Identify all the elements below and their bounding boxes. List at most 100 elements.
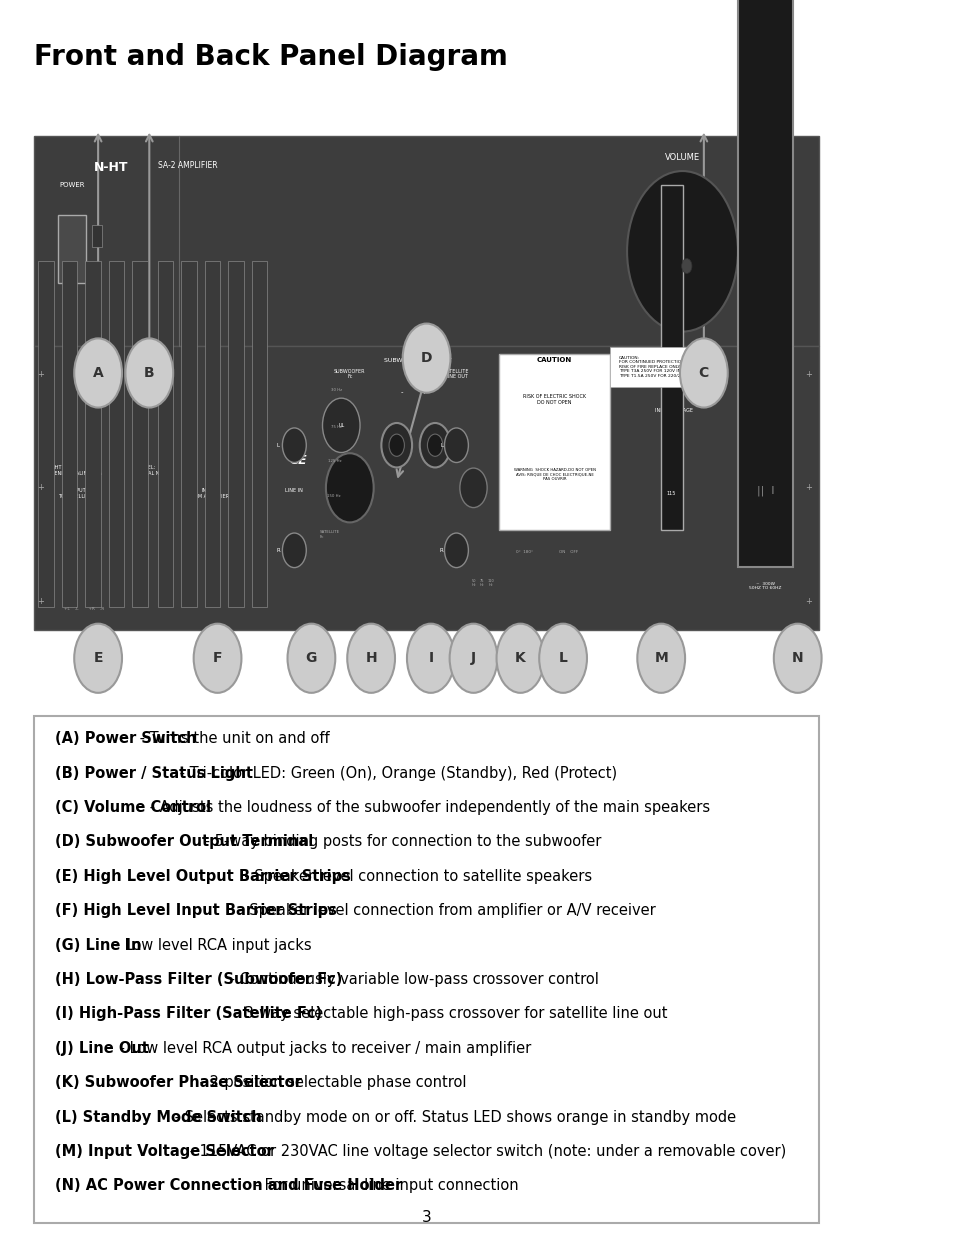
Circle shape	[444, 429, 468, 463]
Text: (B) Power / Status Light: (B) Power / Status Light	[55, 766, 253, 781]
Text: (F) High Level Input Barrier Strips: (F) High Level Input Barrier Strips	[55, 903, 337, 918]
Circle shape	[407, 624, 455, 693]
FancyBboxPatch shape	[34, 716, 819, 1223]
Text: (H) Low-Pass Filter (Subwoofer Fc): (H) Low-Pass Filter (Subwoofer Fc)	[55, 972, 342, 987]
FancyBboxPatch shape	[109, 262, 124, 608]
Text: N-HT: N-HT	[93, 161, 128, 174]
Text: (C) Volume Control - Adjusts the loudness of the subwoofer independently of the : (C) Volume Control - Adjusts the loudnes…	[55, 800, 759, 815]
Text: +: +	[37, 369, 45, 379]
FancyBboxPatch shape	[34, 136, 819, 346]
Circle shape	[419, 424, 450, 468]
Text: (J) Line Out: (J) Line Out	[55, 1041, 150, 1056]
Text: B: B	[144, 366, 154, 380]
Text: 110
Hz: 110 Hz	[487, 579, 494, 588]
Text: +: +	[804, 369, 811, 379]
FancyBboxPatch shape	[205, 262, 220, 608]
Text: (D) Subwoofer Output Terminal - 5-way binding posts for connection to the subwoo: (D) Subwoofer Output Terminal - 5-way bi…	[55, 835, 684, 850]
FancyBboxPatch shape	[660, 184, 681, 531]
Text: (B) Power / Status Light - Tri-color LED: Green (On), Orange (Standby), Red (Pro: (B) Power / Status Light - Tri-color LED…	[55, 766, 669, 781]
Text: - 115VAC or 230VAC line voltage selector switch (note: under a removable cover): - 115VAC or 230VAC line voltage selector…	[185, 1144, 785, 1158]
Text: J: J	[471, 651, 476, 666]
Text: (J) Line Out - Low level RCA output jacks to receiver / main amplifier: (J) Line Out - Low level RCA output jack…	[55, 1041, 554, 1056]
Text: 30 Hz: 30 Hz	[331, 388, 342, 393]
Text: (L) Standby Mode Switch - Selects standby mode on or off. Status LED shows orang: (L) Standby Mode Switch - Selects standb…	[55, 1109, 802, 1125]
Text: CAUTION: CAUTION	[537, 357, 572, 363]
Text: E: E	[93, 651, 103, 666]
Text: - 3-way selectable high-pass crossover for satellite line out: - 3-way selectable high-pass crossover f…	[230, 1007, 667, 1021]
Text: - Continuously variable low-pass crossover control: - Continuously variable low-pass crossov…	[225, 972, 598, 987]
Text: VOLUME: VOLUME	[664, 153, 700, 162]
Circle shape	[282, 429, 306, 463]
Text: F: F	[213, 651, 222, 666]
Circle shape	[389, 435, 404, 457]
Text: L: L	[558, 651, 567, 666]
Text: (E) High Level Output Barrier Strips  - Speaker level connection to satellite sp: (E) High Level Output Barrier Strips - S…	[55, 868, 671, 884]
Text: (G) Line In - Low level RCA input jacks: (G) Line In - Low level RCA input jacks	[55, 937, 333, 952]
Text: OUTPUT
TO SATELLITES: OUTPUT TO SATELLITES	[58, 488, 95, 499]
Text: (G) Line In: (G) Line In	[55, 937, 142, 952]
Circle shape	[459, 468, 487, 508]
Circle shape	[449, 624, 497, 693]
Text: (M) Input Voltage Selector: (M) Input Voltage Selector	[55, 1144, 274, 1158]
Text: SA-2 AMPLIFIER: SA-2 AMPLIFIER	[157, 161, 217, 170]
FancyBboxPatch shape	[58, 215, 86, 283]
Text: (F) High Level Input Barrier Strips  - Speaker level connection from amplifier o: (F) High Level Input Barrier Strips - Sp…	[55, 903, 726, 918]
Circle shape	[637, 624, 684, 693]
Text: INPUT
FROM AMPLIFIER: INPUT FROM AMPLIFIER	[189, 488, 230, 499]
Text: RISK OF ELECTRIC SHOCK
DO NOT OPEN: RISK OF ELECTRIC SHOCK DO NOT OPEN	[522, 394, 585, 405]
Text: A: A	[92, 366, 103, 380]
Text: - Turns the unit on and off: - Turns the unit on and off	[135, 731, 330, 746]
Text: G: G	[305, 651, 316, 666]
Circle shape	[496, 624, 544, 693]
Text: +: +	[37, 483, 45, 493]
Text: SATELLITE
Fc: SATELLITE Fc	[319, 531, 339, 538]
Text: H: H	[365, 651, 376, 666]
FancyBboxPatch shape	[92, 225, 102, 247]
Circle shape	[402, 324, 450, 393]
Text: 150 Hz: 150 Hz	[327, 494, 340, 498]
Text: SUBWOOFER
PHASE: SUBWOOFER PHASE	[517, 473, 548, 484]
Text: I: I	[428, 651, 433, 666]
FancyBboxPatch shape	[498, 354, 609, 531]
Text: +: +	[421, 352, 431, 362]
FancyBboxPatch shape	[157, 262, 173, 608]
Text: (E) High Level Output Barrier Strips: (E) High Level Output Barrier Strips	[55, 868, 351, 884]
Text: R: R	[275, 548, 279, 553]
Text: 50
Hz: 50 Hz	[471, 579, 476, 588]
Text: WARNING  SHOCK HAZARD-DO NOT OPEN
AVIS: RISQUE DE CHOC ELECTRIQUE-NE
PAS OUVRIR: WARNING SHOCK HAZARD-DO NOT OPEN AVIS: R…	[513, 468, 595, 482]
Text: CAUTION:
FOR CONTINUED PROTECTION AGAINST
RISK OF FIRE REPLACE ONLY WITH SAME
TY: CAUTION: FOR CONTINUED PROTECTION AGAINS…	[618, 356, 705, 378]
Circle shape	[381, 424, 412, 468]
Text: +: +	[804, 483, 811, 493]
Circle shape	[74, 338, 122, 408]
Text: +L    -L        +R    -R: +L -L +R -R	[64, 608, 104, 611]
Text: +: +	[64, 352, 72, 362]
Text: - 5-way binding posts for connection to the subwoofer: - 5-way binding posts for connection to …	[200, 835, 601, 850]
Text: - Speaker level connection from amplifier or A/V receiver: - Speaker level connection from amplifie…	[230, 903, 656, 918]
Circle shape	[193, 624, 241, 693]
Text: -        +: - +	[400, 389, 427, 395]
Circle shape	[681, 258, 691, 273]
Text: 115: 115	[666, 492, 676, 496]
Text: - Selects standby mode on or off. Status LED shows orange in standby mode: - Selects standby mode on or off. Status…	[170, 1109, 736, 1125]
Text: L: L	[440, 442, 443, 448]
Text: CE: CE	[290, 453, 307, 467]
Circle shape	[322, 398, 359, 452]
Text: INPUT VOLTAGE: INPUT VOLTAGE	[655, 409, 692, 414]
Circle shape	[538, 624, 586, 693]
Circle shape	[287, 624, 335, 693]
Text: - 2-position selectable phase control: - 2-position selectable phase control	[195, 1076, 466, 1091]
Text: (L) Standby Mode Switch: (L) Standby Mode Switch	[55, 1109, 262, 1125]
Text: (K) Subwoofer Phase Selector: (K) Subwoofer Phase Selector	[55, 1076, 302, 1091]
Text: - Tri-color LED: Green (On), Orange (Standby), Red (Protect): - Tri-color LED: Green (On), Orange (Sta…	[175, 766, 617, 781]
FancyBboxPatch shape	[62, 262, 77, 608]
Text: 0°  180°: 0° 180°	[516, 551, 533, 555]
Text: +: +	[37, 597, 45, 606]
Text: - Speaker level connection to satellite speakers: - Speaker level connection to satellite …	[234, 868, 592, 884]
Text: SATELLITE
LINE OUT: SATELLITE LINE OUT	[443, 368, 469, 379]
Text: L: L	[276, 442, 279, 448]
FancyBboxPatch shape	[38, 262, 53, 608]
Text: +: +	[804, 597, 811, 606]
Text: STAND BY
MODE: STAND BY MODE	[563, 473, 587, 484]
Text: ON    OFF: ON OFF	[558, 551, 578, 555]
Circle shape	[282, 534, 306, 568]
